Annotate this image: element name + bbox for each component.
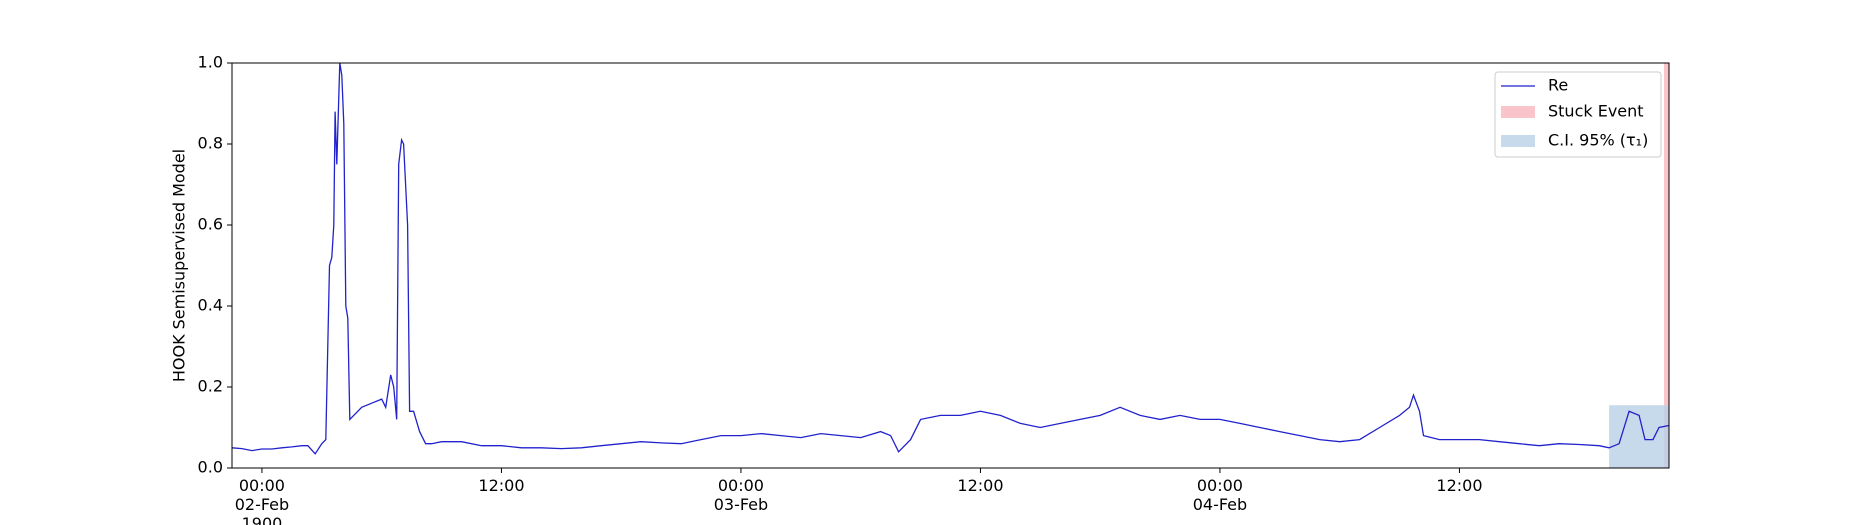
y-tick-label: 0.0: [198, 458, 223, 477]
legend-label: Re: [1548, 76, 1568, 95]
y-axis-label: HOOK Semisupervised Model: [170, 149, 189, 382]
y-tick-label: 0.2: [198, 377, 223, 396]
line: [231, 62, 1670, 455]
x-tick-label: 00:00 04-Feb: [1192, 476, 1248, 514]
x-tick-label: 12:00: [1436, 476, 1483, 495]
band: [1609, 405, 1669, 468]
plot-frame: [231, 62, 1670, 469]
band: [1664, 63, 1669, 468]
legend-swatch: [1501, 135, 1535, 147]
y-tick-label: 1.0: [198, 53, 223, 72]
legend-swatch: [1501, 106, 1535, 118]
x-tick-label: 12:00: [957, 476, 1004, 495]
legend-box: [1494, 71, 1662, 158]
x-tick-label: 00:00 03-Feb: [713, 476, 769, 514]
y-tick-label: 0.6: [198, 215, 223, 234]
legend-label: C.I. 95% (τ₁): [1548, 131, 1648, 150]
x-tick-label: 12:00: [478, 476, 525, 495]
x-tick-label: 00:00 02-Feb 1900: [234, 476, 290, 525]
y-tick-label: 0.8: [198, 134, 223, 153]
legend-label: Stuck Event: [1548, 102, 1644, 121]
y-tick-label: 0.4: [198, 296, 223, 315]
